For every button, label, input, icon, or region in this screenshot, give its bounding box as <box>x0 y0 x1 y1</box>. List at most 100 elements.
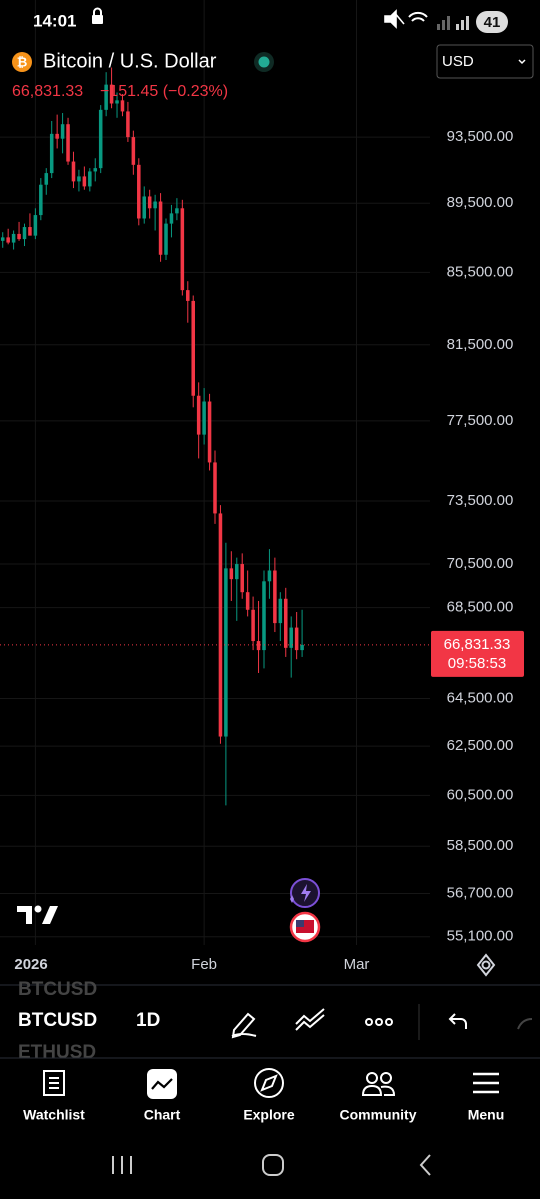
y-tick-label: 68,500.00 <box>447 599 514 616</box>
candle-body <box>55 133 59 139</box>
candle-body <box>256 641 261 651</box>
symbol-name[interactable]: Bitcoin / U.S. Dollar <box>43 50 217 72</box>
y-tick-label: 56,700.00 <box>447 884 514 901</box>
candle-body <box>273 570 277 624</box>
community-icon[interactable] <box>361 1072 396 1096</box>
explore-icon[interactable] <box>254 1068 284 1098</box>
plot <box>0 0 430 945</box>
candle-body <box>218 513 223 737</box>
undo[interactable] <box>448 1013 467 1029</box>
settings-icon[interactable] <box>476 953 496 977</box>
wifi-icon <box>408 11 428 22</box>
nav-label[interactable]: Community <box>340 1107 417 1123</box>
settings-icon <box>481 960 491 970</box>
last-price-label: 66,831.33 <box>444 636 511 653</box>
y-tick-label: 81,500.00 <box>447 336 514 353</box>
candle-body <box>278 598 283 624</box>
candle-body <box>283 598 288 648</box>
candle-body <box>235 564 239 580</box>
candle-body <box>251 609 255 642</box>
candle-body <box>109 84 114 104</box>
candle-body <box>44 173 49 185</box>
y-tick-label: 89,500.00 <box>447 194 514 211</box>
market-status <box>258 56 270 68</box>
dropdown-arrow <box>518 59 526 65</box>
countdown: 09:58:53 <box>448 655 506 672</box>
candle-body <box>191 300 195 396</box>
candle-body <box>213 462 217 514</box>
home-button[interactable] <box>262 1154 284 1176</box>
last-price-box <box>431 630 524 677</box>
candle-body <box>82 176 87 187</box>
symbol-select[interactable]: BTCUSD <box>18 1010 97 1031</box>
candle-body <box>131 137 136 165</box>
candle-body <box>104 84 108 110</box>
candle-body <box>77 176 81 182</box>
interval[interactable]: 1D <box>136 1010 160 1031</box>
redo <box>517 1018 533 1030</box>
y-tick-label: 70,500.00 <box>447 555 514 572</box>
lock-icon <box>93 7 102 15</box>
nav-bar: Watchlist Chart Explore Community Menu <box>23 1107 504 1123</box>
x-tick-label: 2026 <box>14 956 47 973</box>
candle-body <box>17 233 21 240</box>
candle-body <box>180 208 185 291</box>
candle-body <box>126 111 130 138</box>
currency[interactable]: USD <box>442 53 474 70</box>
axes: 93,500.00 89,500.00 85,500.00 81,500.00 77,5… <box>14 128 524 973</box>
watchlist-icon[interactable] <box>43 1070 65 1096</box>
candle-body <box>49 133 54 174</box>
candle-body <box>164 223 168 255</box>
candle-body <box>153 201 157 209</box>
bitcoin-icon: ₿ <box>17 54 28 69</box>
candle-body <box>240 564 244 593</box>
price-change: −151.45 (−0.23%) <box>100 83 228 100</box>
more[interactable] <box>365 1018 393 1026</box>
candle-body <box>60 124 65 139</box>
last-price: 66,831.33 <box>12 83 83 100</box>
candle-body <box>39 184 43 216</box>
candle-body <box>88 171 92 187</box>
logo <box>17 906 32 924</box>
signal-icon <box>456 16 469 30</box>
bitcoin-icon <box>12 52 32 72</box>
lock-icon <box>92 15 103 24</box>
candle-body <box>229 568 234 580</box>
nav-label[interactable]: Watchlist <box>23 1107 85 1123</box>
logo <box>34 905 42 913</box>
candle-body <box>300 644 304 651</box>
nav-label[interactable]: Menu <box>468 1107 505 1123</box>
menu-icon[interactable] <box>473 1072 499 1094</box>
candle-body <box>147 196 152 209</box>
nav-label[interactable]: Explore <box>243 1107 295 1123</box>
candle-body <box>294 627 299 651</box>
draw-tool[interactable] <box>231 1012 257 1039</box>
battery <box>476 11 508 33</box>
ai-button <box>301 884 311 902</box>
candle-body <box>28 227 32 236</box>
logo <box>42 906 58 924</box>
mute-icon <box>384 9 405 29</box>
clock: 14:01 <box>33 11 76 30</box>
candle-body <box>289 627 293 648</box>
candle-body <box>186 290 190 301</box>
chart-icon <box>151 1078 173 1090</box>
y-tick-label: 55,100.00 <box>447 928 514 945</box>
candle-body <box>207 401 212 463</box>
candle-body <box>137 164 141 219</box>
nav-label[interactable]: Chart <box>144 1107 181 1123</box>
currency-select[interactable] <box>436 44 534 79</box>
symbol-prev: BTCUSD <box>18 979 97 1000</box>
recents-button[interactable] <box>112 1156 132 1174</box>
indicators[interactable] <box>295 1008 325 1031</box>
candle-body <box>93 168 98 172</box>
candle-body <box>22 227 27 240</box>
y-tick-label: 60,500.00 <box>447 786 514 803</box>
candle-body <box>11 233 16 243</box>
back-button[interactable] <box>419 1154 431 1176</box>
candle-body <box>115 100 119 104</box>
x-tick-label: Mar <box>344 956 370 973</box>
ai-button <box>290 895 294 903</box>
